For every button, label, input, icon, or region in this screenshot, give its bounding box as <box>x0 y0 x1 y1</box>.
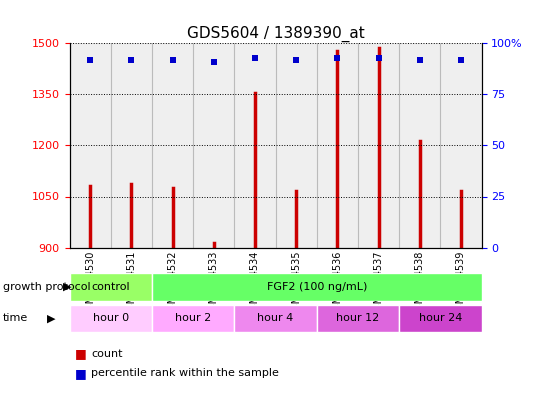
Text: hour 4: hour 4 <box>257 313 294 323</box>
Text: hour 12: hour 12 <box>337 313 379 323</box>
Text: ▶: ▶ <box>63 282 72 292</box>
Bar <box>440 43 482 248</box>
Text: time: time <box>3 313 28 323</box>
Text: FGF2 (100 ng/mL): FGF2 (100 ng/mL) <box>266 282 367 292</box>
Bar <box>399 43 440 248</box>
FancyBboxPatch shape <box>234 305 317 332</box>
FancyBboxPatch shape <box>70 305 152 332</box>
FancyBboxPatch shape <box>152 273 482 301</box>
Bar <box>152 43 193 248</box>
Bar <box>193 43 234 248</box>
Text: ■: ■ <box>75 347 87 360</box>
Text: hour 2: hour 2 <box>175 313 211 323</box>
FancyBboxPatch shape <box>70 273 152 301</box>
Bar <box>234 43 276 248</box>
Title: GDS5604 / 1389390_at: GDS5604 / 1389390_at <box>187 26 364 42</box>
Bar <box>70 43 111 248</box>
FancyBboxPatch shape <box>317 305 399 332</box>
FancyBboxPatch shape <box>399 305 482 332</box>
Bar <box>111 43 152 248</box>
Text: growth protocol: growth protocol <box>3 282 90 292</box>
Text: ■: ■ <box>75 367 87 380</box>
Text: ▶: ▶ <box>47 313 56 323</box>
FancyBboxPatch shape <box>152 305 234 332</box>
Bar <box>358 43 399 248</box>
Text: control: control <box>91 282 130 292</box>
Text: hour 0: hour 0 <box>93 313 129 323</box>
Text: percentile rank within the sample: percentile rank within the sample <box>91 368 279 378</box>
Bar <box>276 43 317 248</box>
Bar <box>317 43 358 248</box>
Text: count: count <box>91 349 123 359</box>
Text: hour 24: hour 24 <box>418 313 462 323</box>
